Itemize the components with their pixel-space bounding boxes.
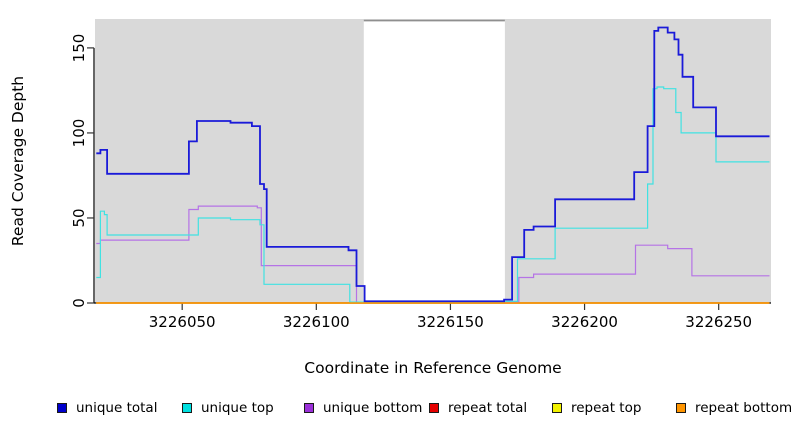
x-axis-title: Coordinate in Reference Genome (304, 359, 562, 377)
y-tick-label: 100 (70, 118, 88, 148)
x-tick-label: 3226150 (417, 313, 484, 331)
x-tick-label: 3226200 (551, 313, 618, 331)
y-tick-label: 150 (70, 33, 88, 63)
y-axis-title: Read Coverage Depth (9, 75, 27, 247)
series-line-unique-total (96, 26, 770, 303)
y-tick-label: 50 (70, 208, 88, 228)
y-tick-label: 0 (70, 298, 88, 308)
series-line-unique-top (96, 86, 770, 303)
x-tick-label: 3226100 (282, 313, 350, 331)
x-tick-label: 3226250 (685, 313, 753, 331)
x-tick-label: 3226050 (148, 313, 216, 331)
masked-region (363, 20, 505, 303)
